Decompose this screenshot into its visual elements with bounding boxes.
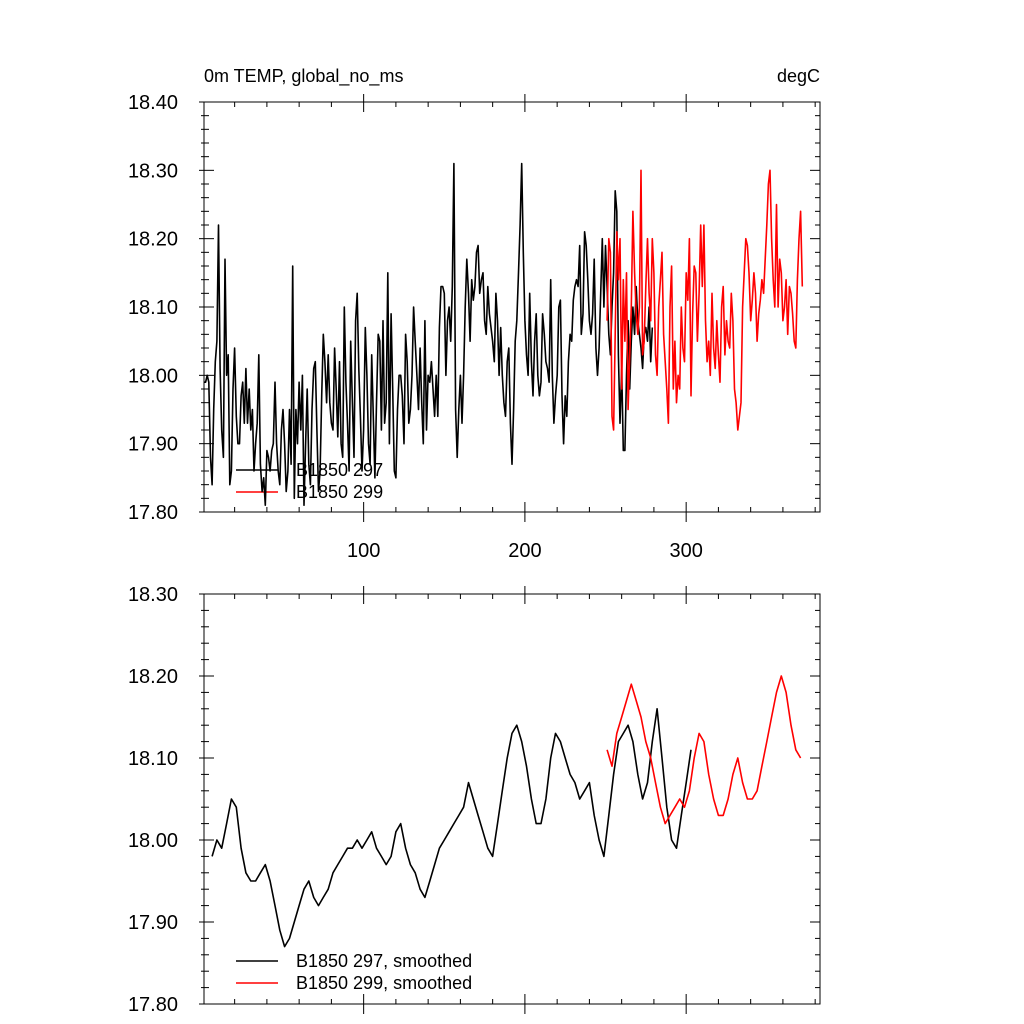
top-panel: 0m TEMP, global_no_ms degC B1850 297 B18… [128, 66, 821, 562]
bottom-panel: B1850 297, smoothed B1850 299, smoothed … [128, 584, 821, 1016]
bottom-series-0-line [211, 707, 692, 948]
top-xtick-label: 100 [347, 540, 380, 562]
bottom-legend-label-0: B1850 297, smoothed [296, 951, 472, 971]
top-ytick-label: 18.00 [128, 365, 178, 387]
top-series-1-line [606, 169, 804, 431]
top-title: 0m TEMP, global_no_ms [204, 66, 403, 87]
top-ytick-label: 18.40 [128, 92, 178, 114]
top-units: degC [777, 66, 820, 86]
top-ytick-label: 18.10 [128, 297, 178, 319]
bottom-legend-label-1: B1850 299, smoothed [296, 973, 472, 993]
bottom-ytick-label: 18.30 [128, 584, 178, 606]
bottom-ytick-label: 18.00 [128, 830, 178, 852]
top-ytick-label: 17.90 [128, 434, 178, 456]
top-series-0-line [204, 162, 654, 507]
bottom-series-1-line [606, 675, 802, 825]
top-legend-label-1: B1850 299 [296, 482, 383, 502]
bottom-ytick-label: 17.80 [128, 994, 178, 1016]
top-ytick-label: 17.80 [128, 502, 178, 524]
bottom-ytick-label: 18.10 [128, 748, 178, 770]
bottom-plot-frame [203, 593, 821, 1005]
bottom-ytick-label: 18.20 [128, 666, 178, 688]
top-ytick-label: 18.30 [128, 160, 178, 182]
top-xtick-label: 200 [508, 540, 541, 562]
bottom-legend: B1850 297, smoothed B1850 299, smoothed [236, 951, 472, 993]
top-ytick-label: 18.20 [128, 229, 178, 251]
top-xtick-label: 300 [669, 540, 702, 562]
bottom-ytick-label: 17.90 [128, 912, 178, 934]
